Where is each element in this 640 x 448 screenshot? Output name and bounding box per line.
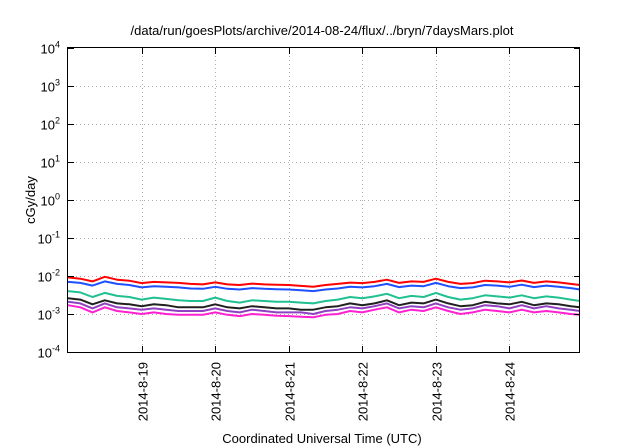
series-group (67, 275, 581, 319)
x-axis: 2014-8-19 2014-8-20 2014-8-21 2014-8-22 2014… (136, 48, 518, 421)
y-axis: 10-4 10-3 10-2 10-1 100 101 102 103 104 (38, 40, 580, 361)
x-tick-label: 2014-8-24 (503, 362, 518, 421)
x-tick-label: 2014-8-21 (283, 362, 298, 421)
y-tick-label: 103 (41, 78, 60, 95)
series-line-4 (67, 297, 581, 311)
chart-title: /data/run/goesPlots/archive/2014-08-24/f… (131, 23, 514, 38)
x-axis-label: Coordinated Universal Time (UTC) (222, 431, 421, 446)
y-tick-label: 101 (41, 154, 60, 171)
x-tick-label: 2014-8-19 (136, 362, 151, 421)
y-tick-label: 104 (41, 40, 60, 57)
x-tick-label: 2014-8-23 (430, 362, 445, 421)
y-tick-label: 102 (41, 116, 60, 133)
y-tick-label: 100 (41, 192, 60, 209)
y-tick-label: 10-4 (38, 344, 60, 361)
series-line-1 (67, 275, 581, 288)
x-tick-label: 2014-8-22 (356, 362, 371, 421)
y-tick-label: 10-3 (38, 306, 60, 323)
y-tick-label: 10-1 (38, 230, 60, 247)
y-axis-label: cGy/day (23, 176, 38, 224)
y-tick-label: 10-2 (38, 268, 60, 285)
x-tick-label: 2014-8-20 (209, 362, 224, 421)
series-line-6 (67, 304, 581, 319)
series-line-2 (67, 280, 581, 293)
series-line-3 (67, 290, 581, 305)
series-line-5 (67, 300, 581, 315)
